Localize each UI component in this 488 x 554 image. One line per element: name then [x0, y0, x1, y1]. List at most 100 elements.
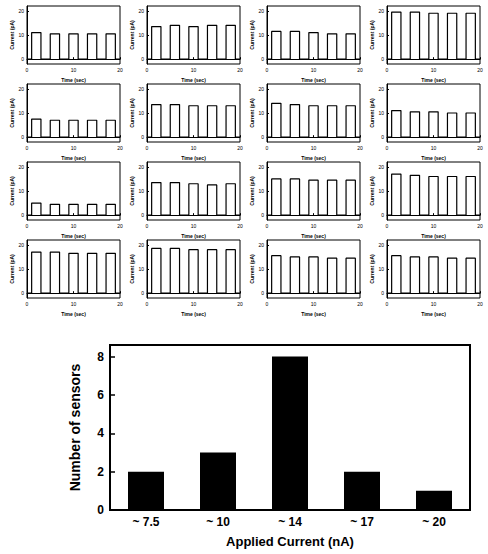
svg-text:10: 10 — [18, 188, 24, 194]
svg-text:10: 10 — [311, 301, 317, 307]
svg-text:0: 0 — [266, 67, 269, 73]
svg-text:20: 20 — [237, 301, 243, 307]
svg-text:0: 0 — [141, 56, 144, 62]
svg-text:Current (pA): Current (pA) — [369, 20, 375, 50]
svg-text:Time (sec): Time (sec) — [301, 155, 326, 161]
svg-text:0: 0 — [386, 67, 389, 73]
svg-text:Time (sec): Time (sec) — [181, 233, 206, 239]
svg-text:Number of sensors: Number of sensors — [67, 363, 83, 491]
svg-text:10: 10 — [138, 110, 144, 116]
svg-text:Applied Current (nA): Applied Current (nA) — [226, 534, 354, 549]
svg-text:10: 10 — [378, 266, 384, 272]
svg-text:10: 10 — [18, 110, 24, 116]
svg-text:10: 10 — [258, 266, 264, 272]
svg-text:20: 20 — [18, 242, 24, 248]
svg-text:0: 0 — [26, 223, 29, 229]
svg-text:10: 10 — [18, 32, 24, 38]
svg-text:Time (sec): Time (sec) — [181, 311, 206, 317]
svg-text:20: 20 — [138, 8, 144, 14]
svg-text:0: 0 — [146, 67, 149, 73]
svg-text:10: 10 — [378, 188, 384, 194]
svg-text:8: 8 — [97, 350, 104, 364]
svg-text:20: 20 — [357, 67, 363, 73]
svg-text:10: 10 — [18, 266, 24, 272]
svg-text:0: 0 — [97, 503, 104, 517]
svg-text:20: 20 — [477, 145, 483, 151]
svg-text:10: 10 — [191, 145, 197, 151]
svg-text:Time (sec): Time (sec) — [61, 155, 86, 161]
svg-text:0: 0 — [261, 212, 264, 218]
svg-text:Current (pA): Current (pA) — [369, 254, 375, 284]
svg-text:10: 10 — [138, 188, 144, 194]
svg-text:0: 0 — [266, 223, 269, 229]
svg-text:0: 0 — [21, 56, 24, 62]
svg-text:20: 20 — [258, 242, 264, 248]
svg-text:20: 20 — [258, 8, 264, 14]
svg-text:20: 20 — [117, 67, 123, 73]
svg-text:Time (sec): Time (sec) — [421, 311, 446, 317]
svg-text:Time (sec): Time (sec) — [421, 155, 446, 161]
svg-text:Current (pA): Current (pA) — [129, 176, 135, 206]
svg-text:10: 10 — [258, 32, 264, 38]
svg-text:20: 20 — [477, 301, 483, 307]
svg-text:Current (pA): Current (pA) — [9, 254, 15, 284]
svg-text:Current (pA): Current (pA) — [249, 254, 255, 284]
svg-text:~ 10: ~ 10 — [206, 515, 230, 529]
svg-text:Current (pA): Current (pA) — [249, 98, 255, 128]
svg-text:20: 20 — [477, 67, 483, 73]
svg-text:10: 10 — [378, 32, 384, 38]
svg-text:0: 0 — [26, 67, 29, 73]
svg-text:10: 10 — [138, 32, 144, 38]
svg-text:~ 14: ~ 14 — [278, 515, 302, 529]
svg-text:Current (pA): Current (pA) — [129, 20, 135, 50]
svg-text:Current (pA): Current (pA) — [249, 20, 255, 50]
svg-text:0: 0 — [141, 212, 144, 218]
svg-text:Time (sec): Time (sec) — [421, 233, 446, 239]
svg-text:20: 20 — [258, 86, 264, 92]
svg-text:0: 0 — [146, 223, 149, 229]
svg-text:Current (pA): Current (pA) — [249, 176, 255, 206]
svg-text:10: 10 — [71, 301, 77, 307]
svg-text:20: 20 — [237, 145, 243, 151]
svg-text:20: 20 — [138, 242, 144, 248]
svg-text:20: 20 — [378, 242, 384, 248]
svg-text:20: 20 — [357, 223, 363, 229]
svg-text:20: 20 — [18, 164, 24, 170]
svg-text:10: 10 — [191, 67, 197, 73]
svg-text:Current (pA): Current (pA) — [9, 20, 15, 50]
svg-text:10: 10 — [138, 266, 144, 272]
svg-text:10: 10 — [378, 110, 384, 116]
svg-text:0: 0 — [261, 56, 264, 62]
svg-text:2: 2 — [97, 465, 104, 479]
svg-text:Time (sec): Time (sec) — [421, 77, 446, 83]
svg-text:0: 0 — [386, 223, 389, 229]
svg-text:20: 20 — [357, 301, 363, 307]
svg-text:Time (sec): Time (sec) — [301, 77, 326, 83]
svg-text:20: 20 — [117, 223, 123, 229]
svg-text:Current (pA): Current (pA) — [129, 254, 135, 284]
svg-text:Current (pA): Current (pA) — [9, 98, 15, 128]
svg-text:~ 20: ~ 20 — [422, 515, 446, 529]
svg-text:Current (pA): Current (pA) — [369, 176, 375, 206]
svg-text:20: 20 — [477, 223, 483, 229]
svg-text:Current (pA): Current (pA) — [129, 98, 135, 128]
svg-text:20: 20 — [18, 86, 24, 92]
svg-text:Time (sec): Time (sec) — [181, 155, 206, 161]
svg-text:10: 10 — [431, 67, 437, 73]
svg-text:20: 20 — [138, 86, 144, 92]
svg-text:10: 10 — [311, 145, 317, 151]
svg-text:~ 7.5: ~ 7.5 — [132, 515, 159, 529]
svg-text:0: 0 — [381, 290, 384, 296]
svg-text:10: 10 — [71, 223, 77, 229]
svg-text:0: 0 — [146, 301, 149, 307]
svg-text:20: 20 — [378, 8, 384, 14]
svg-text:Time (sec): Time (sec) — [181, 77, 206, 83]
svg-text:0: 0 — [381, 134, 384, 140]
svg-text:10: 10 — [431, 301, 437, 307]
svg-text:0: 0 — [21, 212, 24, 218]
svg-text:0: 0 — [141, 290, 144, 296]
svg-text:~ 17: ~ 17 — [350, 515, 374, 529]
svg-text:10: 10 — [191, 223, 197, 229]
svg-text:0: 0 — [381, 212, 384, 218]
svg-text:0: 0 — [381, 56, 384, 62]
